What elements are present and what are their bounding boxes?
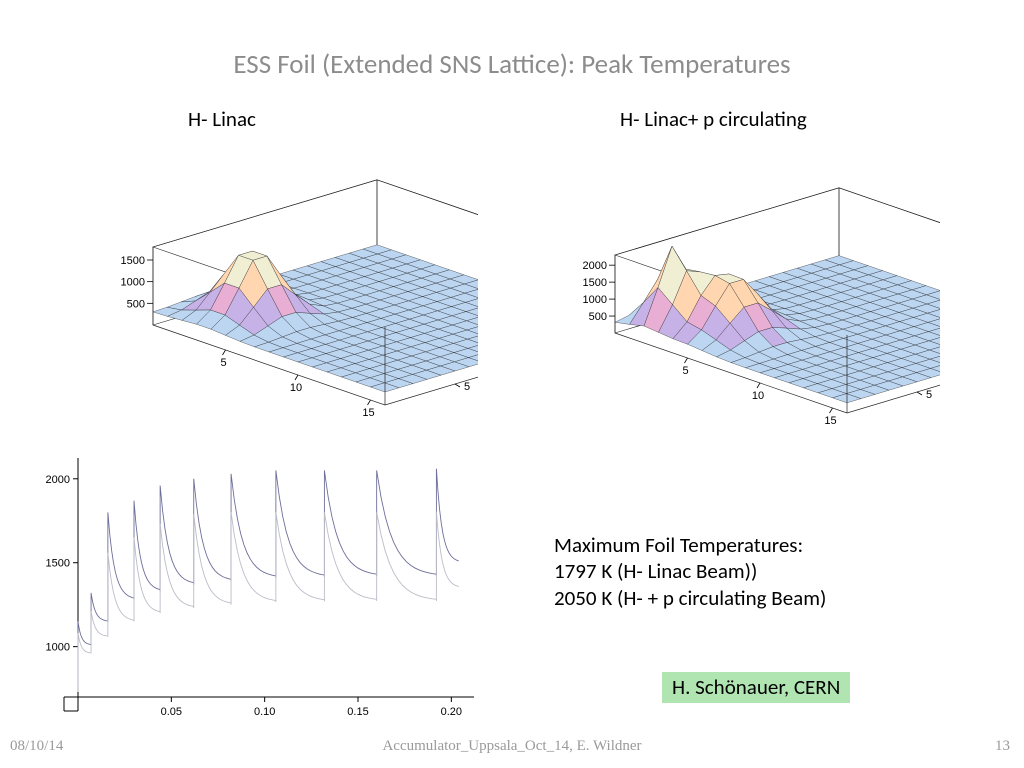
svg-text:5: 5: [464, 381, 470, 393]
svg-text:500: 500: [127, 298, 145, 310]
svg-text:1500: 1500: [583, 277, 607, 289]
svg-text:1500: 1500: [121, 255, 145, 267]
surface-plot-a: 500100015005101551015: [58, 120, 478, 420]
svg-text:1500: 1500: [46, 558, 70, 570]
results-line1: 1797 K (H- Linac Beam)): [554, 558, 826, 584]
results-text-block: Maximum Foil Temperatures: 1797 K (H- Li…: [554, 532, 826, 611]
surface-plot-b: 5001000150020005101551015: [520, 128, 940, 428]
svg-text:10: 10: [752, 390, 764, 402]
svg-text:1000: 1000: [583, 294, 607, 306]
credit-box: H. Schönauer, CERN: [662, 672, 850, 703]
svg-text:0.15: 0.15: [347, 706, 368, 718]
svg-text:1000: 1000: [121, 277, 145, 289]
svg-text:5: 5: [926, 389, 932, 401]
svg-text:15: 15: [824, 415, 836, 427]
slide-footer: 08/10/14 Accumulator_Uppsala_Oct_14, E. …: [0, 738, 1024, 758]
svg-text:5: 5: [220, 357, 226, 369]
svg-text:10: 10: [290, 382, 302, 394]
svg-text:500: 500: [589, 311, 607, 323]
temperature-decay-lineplot: 1000 1500 2000 0.05 0.10 0.15 0.20: [30, 452, 480, 722]
results-line2: 2050 K (H- + p circulating Beam): [554, 585, 826, 611]
footer-page: 13: [995, 738, 1010, 755]
svg-text:0.10: 0.10: [254, 706, 275, 718]
svg-text:15: 15: [362, 407, 374, 419]
svg-text:1000: 1000: [46, 642, 70, 654]
svg-text:2000: 2000: [583, 260, 607, 272]
svg-text:5: 5: [682, 365, 688, 377]
svg-text:0.05: 0.05: [161, 706, 182, 718]
slide-title: ESS Foil (Extended SNS Lattice): Peak Te…: [0, 48, 1024, 81]
results-heading: Maximum Foil Temperatures:: [554, 532, 826, 558]
footer-center: Accumulator_Uppsala_Oct_14, E. Wildner: [0, 738, 1024, 755]
svg-text:0.20: 0.20: [441, 706, 462, 718]
svg-text:2000: 2000: [46, 474, 70, 486]
